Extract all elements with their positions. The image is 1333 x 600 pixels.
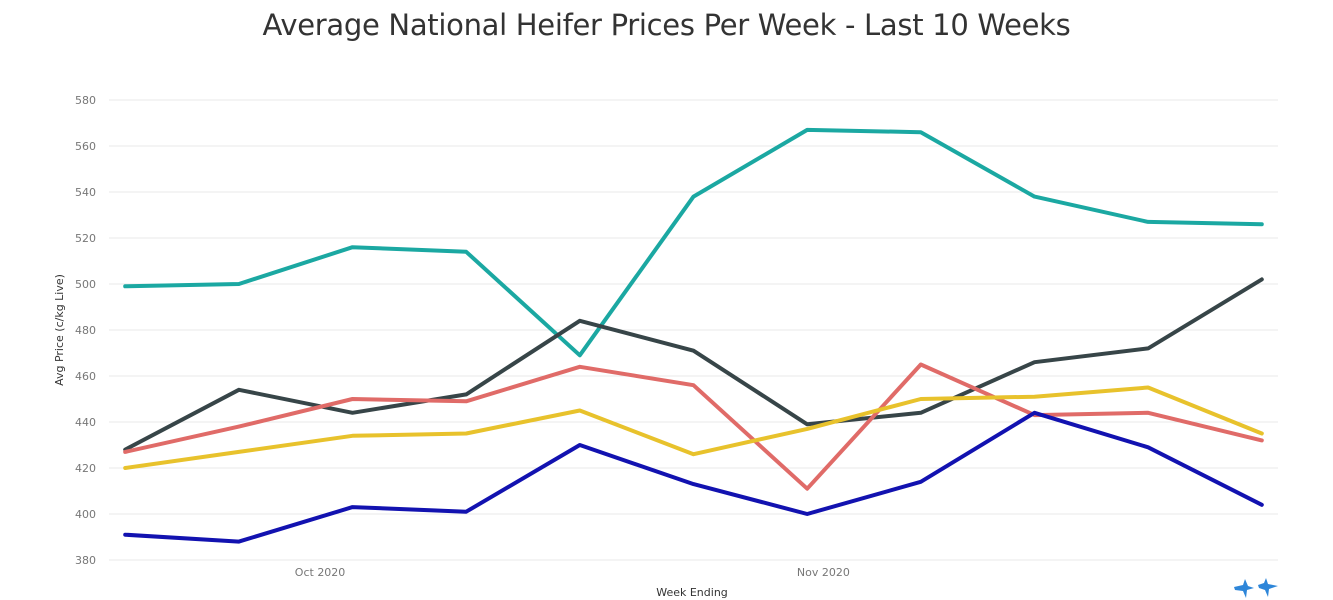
series-line-5: [123, 410, 1264, 544]
y-tick-label: 460: [75, 370, 96, 383]
series-lines: [123, 127, 1264, 544]
gridlines: [109, 99, 1278, 561]
y-tick-label: 440: [75, 416, 96, 429]
y-tick-label: 420: [75, 462, 96, 475]
y-tick-label: 400: [75, 508, 96, 521]
brand-logo-icon: [1234, 578, 1278, 598]
x-tick-label: Nov 2020: [797, 566, 850, 579]
y-axis-ticks: 380 400 420 440 460 480 500 520 540 560 580: [75, 94, 96, 567]
y-tick-label: 560: [75, 140, 96, 153]
x-tick-label: Oct 2020: [295, 566, 346, 579]
y-tick-label: 520: [75, 232, 96, 245]
y-tick-label: 540: [75, 186, 96, 199]
series-line-4: [123, 385, 1264, 470]
x-axis-title: Week Ending: [656, 586, 728, 599]
series-line-2: [123, 277, 1264, 452]
series-line-1: [123, 127, 1264, 358]
chart-title: Average National Heifer Prices Per Week …: [262, 8, 1071, 42]
series-line-3: [123, 362, 1264, 491]
y-tick-label: 500: [75, 278, 96, 291]
y-axis-title: Avg Price (c/kg Live): [53, 274, 66, 386]
y-tick-label: 380: [75, 554, 96, 567]
y-tick-label: 480: [75, 324, 96, 337]
x-axis-ticks: Oct 2020 Nov 2020: [295, 566, 850, 579]
y-tick-label: 580: [75, 94, 96, 107]
